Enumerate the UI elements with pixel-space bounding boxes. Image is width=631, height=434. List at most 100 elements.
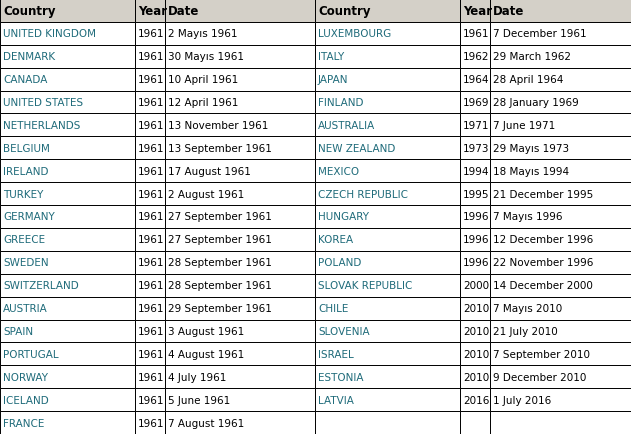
Text: 1961: 1961	[138, 212, 165, 222]
Bar	[135, 114, 165, 137]
Bar	[490, 69, 631, 92]
Text: 13 September 1961: 13 September 1961	[168, 144, 272, 154]
Bar	[315, 388, 460, 411]
Bar	[135, 388, 165, 411]
Bar	[165, 342, 315, 365]
Text: Year: Year	[463, 5, 492, 18]
Bar	[460, 92, 490, 114]
Bar	[315, 411, 460, 434]
Text: 29 September 1961: 29 September 1961	[168, 303, 272, 313]
Bar	[490, 114, 631, 137]
Text: 4 August 1961: 4 August 1961	[168, 349, 244, 359]
Bar	[315, 251, 460, 274]
Bar	[460, 137, 490, 160]
Bar	[490, 137, 631, 160]
Bar	[165, 23, 315, 46]
Text: AUSTRIA: AUSTRIA	[3, 303, 48, 313]
Bar	[135, 228, 165, 251]
Text: 2000: 2000	[463, 280, 489, 290]
Bar	[135, 69, 165, 92]
Text: 1964: 1964	[463, 75, 490, 85]
Text: 29 March 1962: 29 March 1962	[493, 52, 571, 62]
Bar	[315, 228, 460, 251]
Text: 3 August 1961: 3 August 1961	[168, 326, 244, 336]
Text: 2010: 2010	[463, 372, 489, 382]
Text: POLAND: POLAND	[318, 258, 362, 268]
Bar	[315, 320, 460, 342]
Text: UNITED KINGDOM: UNITED KINGDOM	[3, 29, 96, 39]
Text: 1961: 1961	[138, 75, 165, 85]
Bar	[460, 206, 490, 228]
Bar	[460, 251, 490, 274]
Text: 1961: 1961	[138, 144, 165, 154]
Bar	[315, 69, 460, 92]
Bar	[315, 46, 460, 69]
Text: 1961: 1961	[138, 326, 165, 336]
Bar	[460, 411, 490, 434]
Text: UNITED STATES: UNITED STATES	[3, 98, 83, 108]
Bar	[315, 23, 460, 46]
Bar	[0, 251, 135, 274]
Bar	[165, 69, 315, 92]
Bar	[135, 160, 165, 183]
Bar	[315, 365, 460, 388]
Bar	[165, 365, 315, 388]
Text: 4 July 1961: 4 July 1961	[168, 372, 227, 382]
Bar	[460, 342, 490, 365]
Bar	[460, 0, 490, 23]
Bar	[0, 342, 135, 365]
Text: 12 April 1961: 12 April 1961	[168, 98, 239, 108]
Text: 2016: 2016	[463, 395, 490, 405]
Bar	[0, 411, 135, 434]
Bar	[165, 228, 315, 251]
Bar	[315, 274, 460, 297]
Bar	[135, 0, 165, 23]
Bar	[460, 228, 490, 251]
Bar	[490, 320, 631, 342]
Bar	[135, 206, 165, 228]
Text: 17 August 1961: 17 August 1961	[168, 166, 251, 176]
Bar	[165, 388, 315, 411]
Bar	[165, 411, 315, 434]
Text: 1969: 1969	[463, 98, 490, 108]
Text: 1961: 1961	[138, 29, 165, 39]
Text: Country: Country	[3, 5, 56, 18]
Bar	[315, 206, 460, 228]
Bar	[490, 365, 631, 388]
Bar	[490, 0, 631, 23]
Bar	[165, 160, 315, 183]
Text: GREECE: GREECE	[3, 235, 45, 245]
Text: CANADA: CANADA	[3, 75, 47, 85]
Bar	[490, 206, 631, 228]
Bar	[460, 365, 490, 388]
Text: SLOVAK REPUBLIC: SLOVAK REPUBLIC	[318, 280, 413, 290]
Text: 1996: 1996	[463, 258, 490, 268]
Bar	[165, 206, 315, 228]
Text: 2010: 2010	[463, 326, 489, 336]
Text: 1961: 1961	[138, 235, 165, 245]
Text: Year: Year	[138, 5, 167, 18]
Text: 28 April 1964: 28 April 1964	[493, 75, 563, 85]
Bar	[135, 411, 165, 434]
Text: 28 January 1969: 28 January 1969	[493, 98, 579, 108]
Text: LATVIA: LATVIA	[318, 395, 354, 405]
Text: 1961: 1961	[138, 303, 165, 313]
Bar	[490, 342, 631, 365]
Bar	[490, 388, 631, 411]
Text: 29 Mayıs 1973: 29 Mayıs 1973	[493, 144, 569, 154]
Bar	[490, 160, 631, 183]
Text: CHILE: CHILE	[318, 303, 348, 313]
Bar	[135, 274, 165, 297]
Text: BELGIUM: BELGIUM	[3, 144, 50, 154]
Bar	[460, 320, 490, 342]
Text: 21 December 1995: 21 December 1995	[493, 189, 593, 199]
Text: 2010: 2010	[463, 303, 489, 313]
Text: FINLAND: FINLAND	[318, 98, 363, 108]
Bar	[490, 23, 631, 46]
Bar	[490, 92, 631, 114]
Text: 1973: 1973	[463, 144, 490, 154]
Text: ICELAND: ICELAND	[3, 395, 49, 405]
Text: GERMANY: GERMANY	[3, 212, 55, 222]
Text: 1961: 1961	[138, 349, 165, 359]
Bar	[0, 365, 135, 388]
